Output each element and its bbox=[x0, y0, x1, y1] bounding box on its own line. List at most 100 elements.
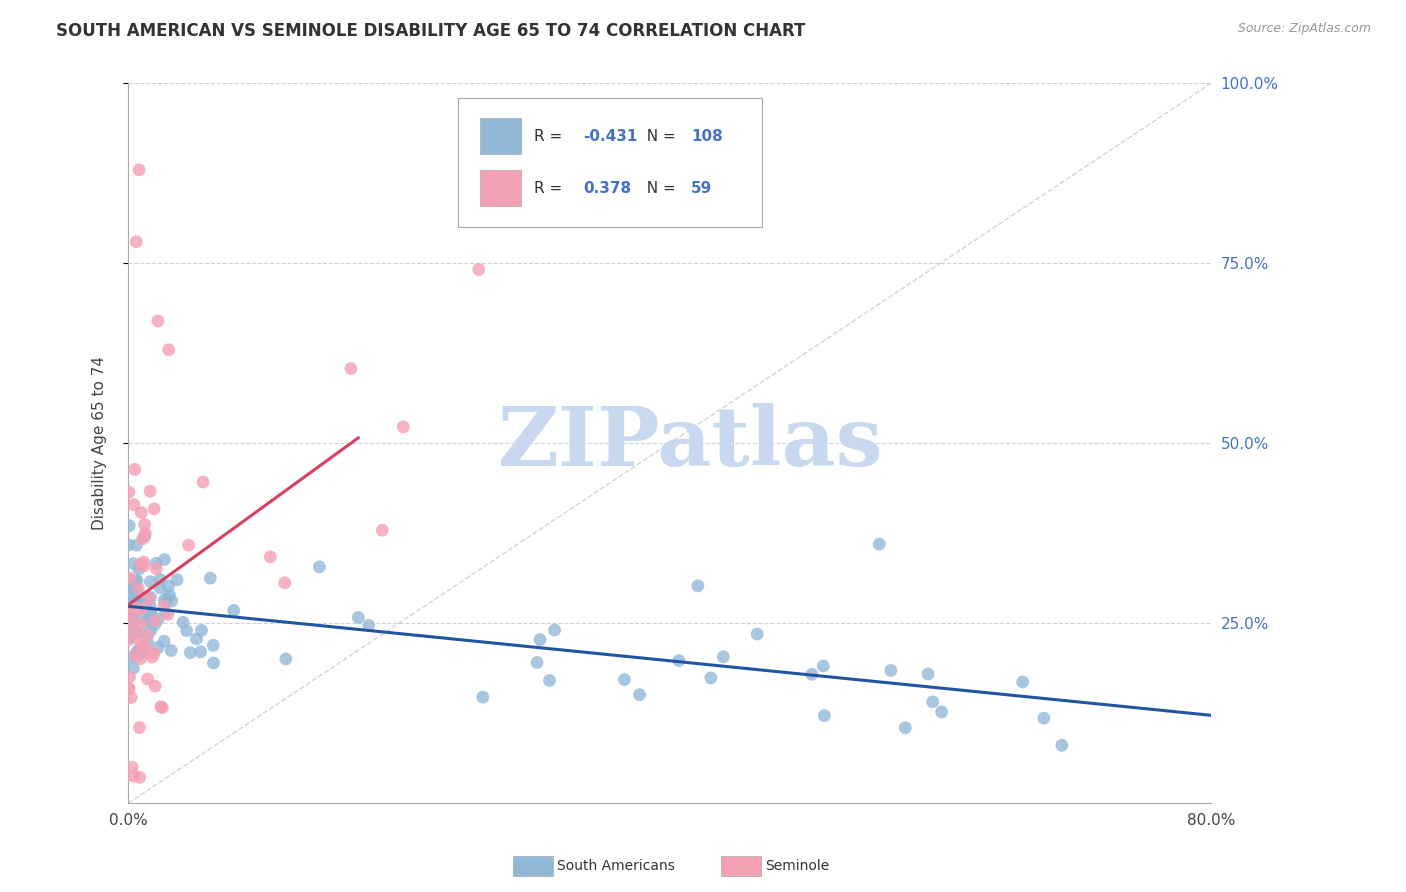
Point bbox=[131, 611, 153, 625]
Point bbox=[190, 645, 212, 659]
Point bbox=[122, 769, 145, 783]
Point bbox=[128, 721, 150, 735]
Point bbox=[471, 690, 494, 704]
Point bbox=[122, 622, 145, 636]
Point bbox=[121, 760, 143, 774]
Point bbox=[122, 661, 145, 675]
Point bbox=[628, 688, 651, 702]
Point bbox=[139, 574, 162, 589]
Point bbox=[613, 673, 636, 687]
Point bbox=[146, 613, 169, 627]
Text: Source: ZipAtlas.com: Source: ZipAtlas.com bbox=[1237, 22, 1371, 36]
Point bbox=[120, 591, 142, 606]
Point bbox=[128, 594, 150, 608]
Point bbox=[132, 555, 155, 569]
Point bbox=[118, 681, 141, 696]
Point bbox=[813, 659, 835, 673]
Point bbox=[135, 601, 157, 615]
Point bbox=[127, 649, 149, 664]
Point bbox=[143, 679, 166, 693]
Point bbox=[526, 656, 548, 670]
FancyBboxPatch shape bbox=[479, 169, 522, 206]
Point bbox=[700, 671, 723, 685]
Point bbox=[118, 621, 141, 635]
Point bbox=[538, 673, 561, 688]
Point bbox=[122, 498, 145, 512]
Point bbox=[121, 585, 143, 599]
Point bbox=[131, 532, 153, 546]
Point bbox=[149, 573, 172, 587]
Point bbox=[149, 699, 172, 714]
Point bbox=[127, 582, 149, 596]
Text: R =: R = bbox=[534, 129, 567, 145]
Point bbox=[120, 604, 142, 618]
Point bbox=[125, 645, 148, 659]
Text: N =: N = bbox=[637, 129, 681, 145]
Point bbox=[139, 591, 162, 605]
Point bbox=[543, 623, 565, 637]
Point bbox=[357, 618, 380, 632]
Point bbox=[880, 664, 903, 678]
Point bbox=[128, 642, 150, 657]
Point bbox=[132, 559, 155, 574]
Point bbox=[132, 591, 155, 606]
Point bbox=[160, 594, 183, 608]
Point bbox=[134, 529, 156, 543]
Point bbox=[1032, 711, 1054, 725]
Point bbox=[176, 624, 198, 638]
Point bbox=[813, 708, 835, 723]
Point bbox=[1050, 739, 1073, 753]
Point bbox=[139, 624, 162, 638]
Point bbox=[157, 579, 180, 593]
Point bbox=[172, 615, 194, 630]
Point bbox=[274, 652, 297, 666]
Y-axis label: Disability Age 65 to 74: Disability Age 65 to 74 bbox=[93, 356, 107, 531]
Text: 108: 108 bbox=[692, 129, 723, 145]
Point bbox=[124, 625, 146, 640]
Point bbox=[138, 591, 160, 606]
Point bbox=[121, 615, 143, 630]
Point bbox=[186, 632, 208, 646]
Point bbox=[118, 538, 141, 552]
Point bbox=[155, 605, 177, 619]
Point bbox=[190, 624, 212, 638]
Point bbox=[129, 591, 152, 606]
Point bbox=[128, 562, 150, 576]
FancyBboxPatch shape bbox=[479, 118, 522, 154]
Point bbox=[139, 599, 162, 613]
Point bbox=[686, 579, 709, 593]
Point bbox=[118, 632, 141, 647]
Point bbox=[121, 589, 143, 603]
Point bbox=[122, 557, 145, 571]
Point bbox=[529, 632, 551, 647]
Point bbox=[128, 770, 150, 784]
Point bbox=[131, 639, 153, 653]
Point bbox=[134, 517, 156, 532]
Point bbox=[127, 593, 149, 607]
Point bbox=[467, 262, 489, 277]
Point bbox=[118, 670, 141, 684]
Text: -0.431: -0.431 bbox=[583, 129, 637, 145]
Point bbox=[118, 573, 141, 587]
Text: R =: R = bbox=[534, 181, 567, 196]
Point bbox=[141, 650, 163, 665]
Point bbox=[131, 602, 153, 616]
Point bbox=[135, 614, 157, 628]
Point bbox=[894, 721, 917, 735]
Point bbox=[1011, 674, 1033, 689]
Point bbox=[145, 556, 167, 570]
Point bbox=[392, 420, 415, 434]
Text: South Americans: South Americans bbox=[557, 859, 675, 873]
Point bbox=[136, 635, 159, 649]
Point bbox=[118, 571, 141, 585]
Point bbox=[129, 558, 152, 572]
Point bbox=[122, 607, 145, 621]
Point bbox=[118, 595, 141, 609]
Point bbox=[125, 574, 148, 588]
Point bbox=[124, 462, 146, 476]
Point bbox=[308, 560, 330, 574]
Point bbox=[157, 588, 180, 602]
Point bbox=[143, 617, 166, 632]
Point bbox=[143, 614, 166, 628]
Point bbox=[131, 645, 153, 659]
